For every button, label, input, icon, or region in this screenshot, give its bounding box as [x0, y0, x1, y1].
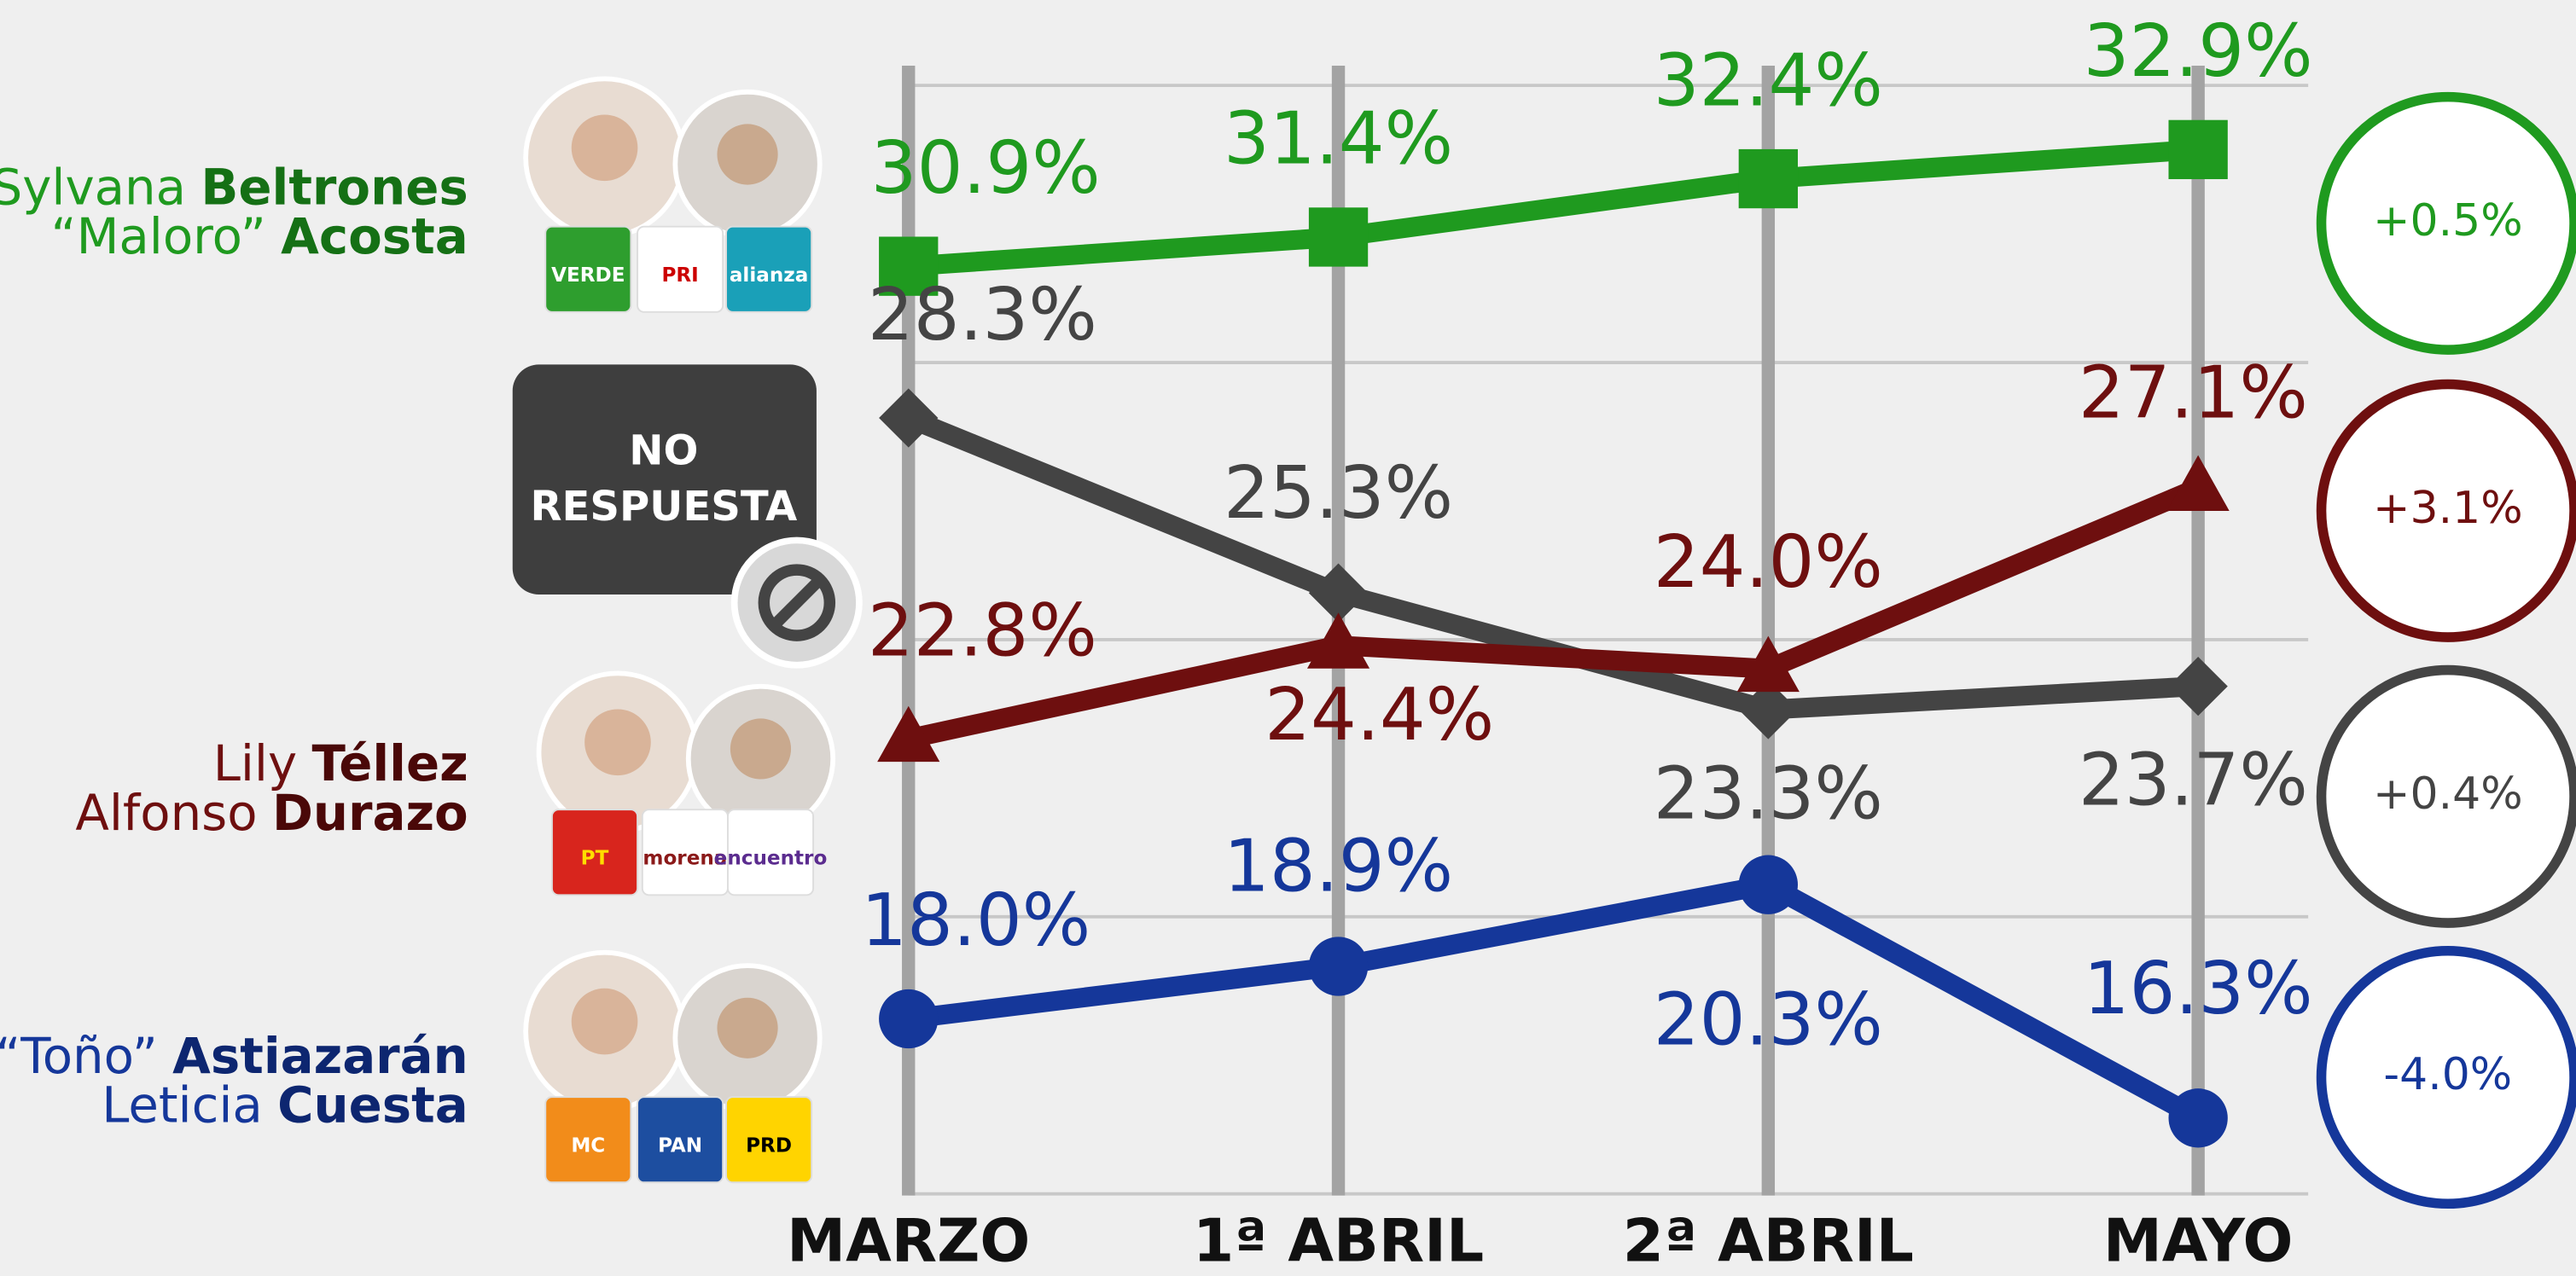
legend-entry: Lily Téllez — [213, 734, 468, 792]
legend-part: Sylvana — [0, 158, 186, 216]
marker — [877, 705, 940, 763]
data-label: 18.9% — [1224, 824, 1453, 908]
marker — [1738, 148, 1799, 209]
party-logo-text: PT — [581, 847, 609, 869]
party-logo-text: encuentro — [714, 847, 828, 869]
legend-part: Beltrones — [201, 158, 468, 216]
party-logo-text: VERDE — [551, 264, 625, 287]
data-label: 22.8% — [868, 588, 1097, 672]
x-tick-label: 1ª ABRIL — [1193, 1207, 1484, 1275]
legend-part: Leticia — [102, 1076, 263, 1134]
photo-face — [571, 114, 638, 182]
marker — [2168, 1088, 2228, 1148]
legend-part: “Toño” — [0, 1026, 158, 1084]
party-logo-text: PRI — [661, 264, 698, 287]
legend-entry: Sylvana Beltrones — [0, 158, 468, 216]
party-logo-text: morena — [643, 847, 727, 869]
change-ring — [2316, 91, 2576, 355]
x-tick-label: MAYO — [2103, 1207, 2294, 1275]
party-logo-text: PRD — [746, 1134, 792, 1157]
legend-part: Acosta — [281, 207, 468, 265]
legend-entry: Leticia Cuesta — [102, 1076, 468, 1134]
photo-face — [571, 988, 638, 1055]
data-label: 25.3% — [1224, 450, 1453, 535]
party-logo-text: PAN — [658, 1134, 702, 1157]
photo-face — [584, 709, 651, 776]
change-ring — [2316, 379, 2576, 642]
party-logo — [550, 809, 639, 896]
series-line — [906, 478, 2202, 749]
x-tick-label: MARZO — [787, 1207, 1030, 1275]
marker — [1308, 937, 1369, 996]
data-label: 32.9% — [2084, 9, 2313, 93]
marker — [1738, 855, 1799, 914]
marker — [2166, 455, 2230, 512]
legend-part: Téllez — [311, 734, 468, 792]
data-label: 28.3% — [868, 272, 1097, 357]
change-label: +0.5% — [2373, 195, 2523, 246]
data-label: 18.0% — [861, 878, 1090, 962]
party-logo — [637, 1096, 724, 1184]
legend-entry: “Toño” Astiazarán — [0, 1026, 468, 1084]
legend-part: Cuesta — [277, 1076, 468, 1134]
x-tick-label: 2ª ABRIL — [1623, 1207, 1914, 1275]
party-logo — [725, 225, 813, 313]
marker — [2168, 656, 2228, 716]
data-label: 20.3% — [1654, 977, 1883, 1061]
legend-entry: “Maloro” Acosta — [51, 207, 468, 265]
legend-part: Durazo — [272, 784, 468, 842]
legend-part: Astiazarán — [172, 1026, 468, 1084]
marker — [1738, 680, 1799, 740]
party-logo — [725, 1096, 813, 1184]
marker — [1306, 612, 1370, 669]
legend-entry: Alfonso Durazo — [75, 784, 468, 842]
no-answer-label: NO — [629, 426, 698, 474]
data-label: 32.4% — [1654, 38, 1883, 122]
marker — [1736, 635, 1800, 693]
data-label: 30.9% — [871, 125, 1101, 210]
marker — [879, 989, 939, 1049]
party-logo-text: alianza — [730, 264, 808, 287]
data-label: 31.4% — [1224, 96, 1453, 181]
legend-part: Alfonso — [75, 784, 257, 842]
data-label: 23.3% — [1654, 751, 1883, 835]
no-answer-label: RESPUESTA — [530, 483, 798, 531]
marker — [879, 236, 939, 296]
change-ring — [2316, 946, 2576, 1209]
no-answer-box — [512, 364, 817, 594]
data-label: 24.0% — [1654, 519, 1883, 604]
marker — [2168, 119, 2228, 180]
party-logo — [544, 1096, 632, 1184]
data-label: 24.4% — [1265, 672, 1494, 757]
data-label: 16.3% — [2084, 946, 2313, 1030]
marker — [1308, 207, 1369, 267]
change-label: -4.0% — [2383, 1049, 2512, 1100]
photo-face — [717, 124, 778, 185]
series-line — [907, 139, 2199, 276]
change-label: +0.4% — [2373, 768, 2523, 820]
no-answer-icon-ring — [758, 564, 836, 641]
marker — [1308, 563, 1369, 623]
change-ring — [2316, 664, 2576, 928]
change-label: +3.1% — [2373, 483, 2523, 534]
party-logo — [726, 809, 815, 896]
party-logo — [637, 225, 724, 313]
party-logo — [544, 225, 632, 313]
party-logo-text: MC — [571, 1134, 605, 1157]
photo-face — [730, 718, 792, 780]
data-label: 23.7% — [2079, 738, 2308, 822]
series-line — [907, 874, 2203, 1127]
photo-face — [717, 997, 778, 1058]
legend-part: “Maloro” — [51, 207, 266, 265]
legend-part: Lily — [213, 734, 297, 792]
data-label: 27.1% — [2079, 351, 2308, 435]
no-answer-icon-slash — [770, 575, 824, 630]
